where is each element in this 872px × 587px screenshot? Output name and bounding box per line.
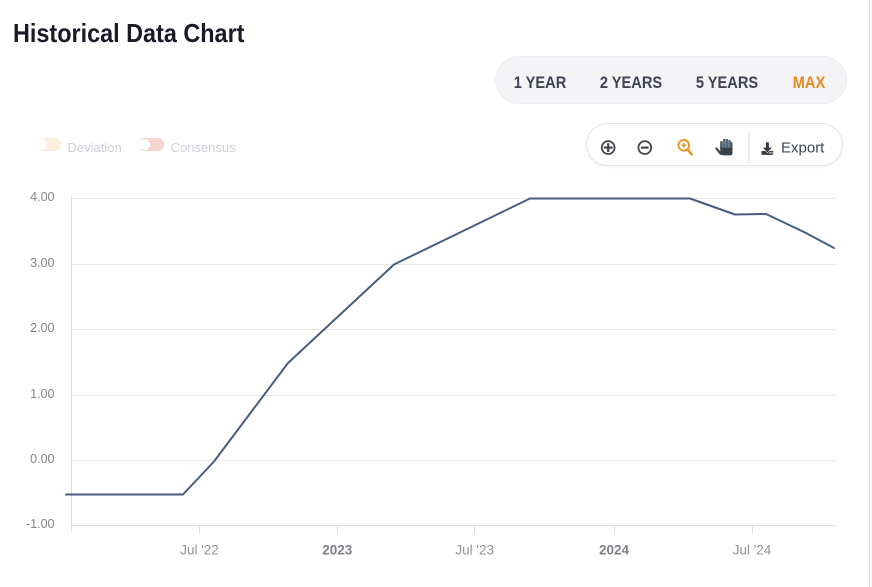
svg-text:Export: Export [781,140,825,157]
svg-text:Jul '23: Jul '23 [455,543,494,558]
svg-text:Jul '22: Jul '22 [180,543,219,558]
svg-text:0.00: 0.00 [30,452,54,466]
svg-text:2024: 2024 [599,543,630,558]
svg-text:4.00: 4.00 [30,190,54,204]
svg-text:2.00: 2.00 [30,321,54,335]
svg-text:2023: 2023 [322,543,353,558]
svg-text:3.00: 3.00 [30,256,54,270]
svg-text:Jul '24: Jul '24 [733,543,772,558]
svg-text:-1.00: -1.00 [26,517,55,531]
svg-text:1.00: 1.00 [30,387,54,401]
